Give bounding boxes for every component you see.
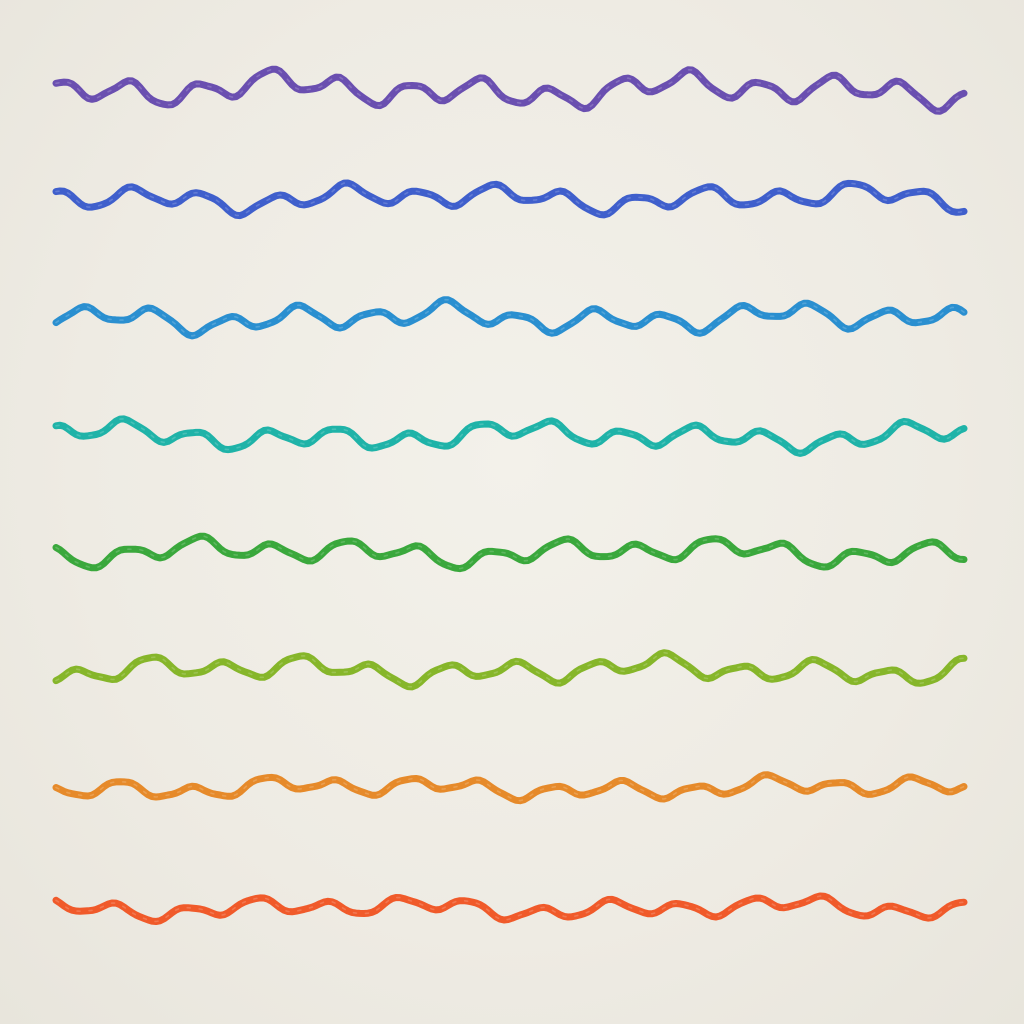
wave-line-texture-3 [55,298,965,337]
wave-line-6 [52,649,968,691]
wave-line-texture-1 [55,68,965,113]
wave-line-texture-6 [55,651,965,688]
wave-line-1 [52,65,968,115]
wave-line-7 [52,771,968,805]
wave-line-texture-5 [55,535,965,570]
wave-line-4 [52,415,968,457]
wave-line-2 [52,179,968,220]
wave-line-texture-8 [55,895,965,923]
wave-line-texture-2 [55,182,965,217]
wave-line-8 [52,892,968,925]
wave-line-texture-4 [55,418,965,455]
wave-line-3 [52,296,968,340]
wave-line-texture-7 [55,773,965,802]
wave-line-5 [52,532,968,573]
